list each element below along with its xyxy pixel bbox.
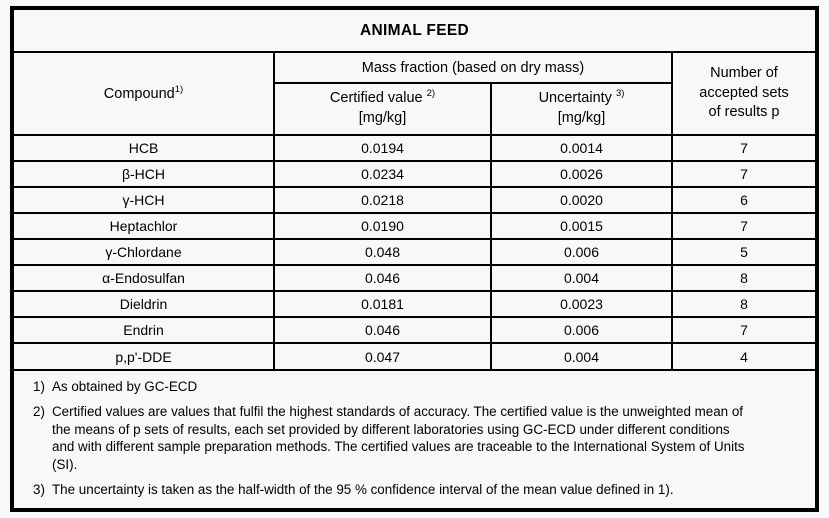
compound-cell: HCB <box>13 134 275 162</box>
uncertainty-cell: 0.0020 <box>490 186 673 214</box>
compound-cell: Dieldrin <box>13 290 275 318</box>
accepted-sets-cell: 7 <box>671 134 816 162</box>
accepted-sets-header: Number of accepted sets of results p <box>671 51 816 136</box>
accepted-sets-cell: 5 <box>671 238 816 266</box>
compound-header: Compound1) <box>13 51 275 136</box>
uncertainty-cell: 0.0023 <box>490 290 673 318</box>
table-title: ANIMAL FEED <box>13 9 816 53</box>
certified-value-cell: 0.0194 <box>273 134 492 162</box>
table-row: Endrin 0.046 0.006 7 <box>13 316 816 344</box>
compound-header-label: Compound <box>103 85 175 102</box>
certified-value-cell: 0.048 <box>273 238 492 266</box>
footnote-text: The uncertainty is taken as the half-wid… <box>52 482 674 498</box>
accepted-sets-cell: 7 <box>671 160 816 188</box>
compound-cell: p,p'-DDE <box>13 342 275 370</box>
footnote-number: 1) <box>33 379 45 394</box>
footnote: 1) As obtained by GC-ECD <box>24 378 801 396</box>
table-row: Dieldrin 0.0181 0.0023 8 <box>13 290 816 318</box>
table-row: p,p'-DDE 0.047 0.004 4 <box>13 342 816 370</box>
table-row: γ-HCH 0.0218 0.0020 6 <box>13 186 816 214</box>
certificate-table-frame: ANIMAL FEED Compound1) Mass fraction (ba… <box>10 6 819 512</box>
compound-cell: Endrin <box>13 316 275 344</box>
certified-value-label: Certified value <box>329 90 423 107</box>
footnote: 3) The uncertainty is taken as the half-… <box>24 481 801 499</box>
footnote-text: As obtained by GC-ECD <box>52 379 198 394</box>
accepted-sets-cell: 4 <box>671 342 816 370</box>
compound-cell: γ-HCH <box>13 186 275 214</box>
footnotes-section: 1) As obtained by GC-ECD 2) Certified va… <box>14 369 815 508</box>
uncertainty-cell: 0.0014 <box>490 134 673 162</box>
certified-value-cell: 0.046 <box>273 316 492 344</box>
accepted-sets-cell: 8 <box>671 290 816 318</box>
certified-value-cell: 0.046 <box>273 264 492 292</box>
table-row: HCB 0.0194 0.0014 7 <box>13 134 816 162</box>
certified-value-cell: 0.0234 <box>273 160 492 188</box>
compound-cell: α-Endosulfan <box>13 264 275 292</box>
certified-value-unit: [mg/kg] <box>358 110 407 126</box>
sub-header-row: Certified value 2) [mg/kg] Uncertainty 3… <box>14 82 815 136</box>
footnote-text: Certified values are values that fulfil … <box>52 403 745 473</box>
accepted-sets-cell: 7 <box>671 212 816 240</box>
certified-value-cell: 0.047 <box>273 342 492 370</box>
uncertainty-header: Uncertainty 3) [mg/kg] <box>490 82 673 136</box>
uncertainty-unit: [mg/kg] <box>557 110 606 126</box>
uncertainty-cell: 0.0026 <box>490 160 673 188</box>
compound-cell: γ-Chlordane <box>13 238 275 266</box>
accepted-sets-cell: 7 <box>671 316 816 344</box>
footnote-number: 3) <box>33 482 45 498</box>
animal-feed-table: ANIMAL FEED Compound1) Mass fraction (ba… <box>13 9 816 370</box>
uncertainty-cell: 0.004 <box>490 264 673 292</box>
mass-fraction-group-header: Mass fraction (based on dry mass) <box>273 51 673 84</box>
accepted-sets-cell: 6 <box>671 186 816 214</box>
group-header-row: Compound1) Mass fraction (based on dry m… <box>13 51 816 136</box>
certified-value-cell: 0.0218 <box>273 186 492 214</box>
certified-value-cell: 0.0190 <box>273 212 492 240</box>
uncertainty-label: Uncertainty <box>538 90 612 107</box>
uncertainty-cell: 0.0015 <box>490 212 673 240</box>
certified-value-cell: 0.0181 <box>273 290 492 318</box>
compound-cell: Heptachlor <box>13 212 275 240</box>
table-row: β-HCH 0.0234 0.0026 7 <box>13 160 816 188</box>
table-row: α-Endosulfan 0.046 0.004 8 <box>13 264 816 292</box>
accepted-sets-cell: 8 <box>671 264 816 292</box>
title-row: ANIMAL FEED <box>13 9 816 53</box>
uncertainty-cell: 0.006 <box>490 238 673 266</box>
uncertainty-footnote-ref: 3) <box>615 88 625 100</box>
table-row: Heptachlor 0.0190 0.0015 7 <box>13 212 816 240</box>
compound-footnote-ref: 1) <box>174 83 184 95</box>
uncertainty-cell: 0.004 <box>490 342 673 370</box>
table-row: γ-Chlordane 0.048 0.006 5 <box>13 238 816 266</box>
certified-value-header: Certified value 2) [mg/kg] <box>273 82 492 136</box>
footnote-number: 2) <box>33 403 45 419</box>
certified-value-footnote-ref: 2) <box>426 88 436 100</box>
compound-cell: β-HCH <box>13 160 275 188</box>
footnote: 2) Certified values are values that fulf… <box>24 403 801 474</box>
uncertainty-cell: 0.006 <box>490 316 673 344</box>
